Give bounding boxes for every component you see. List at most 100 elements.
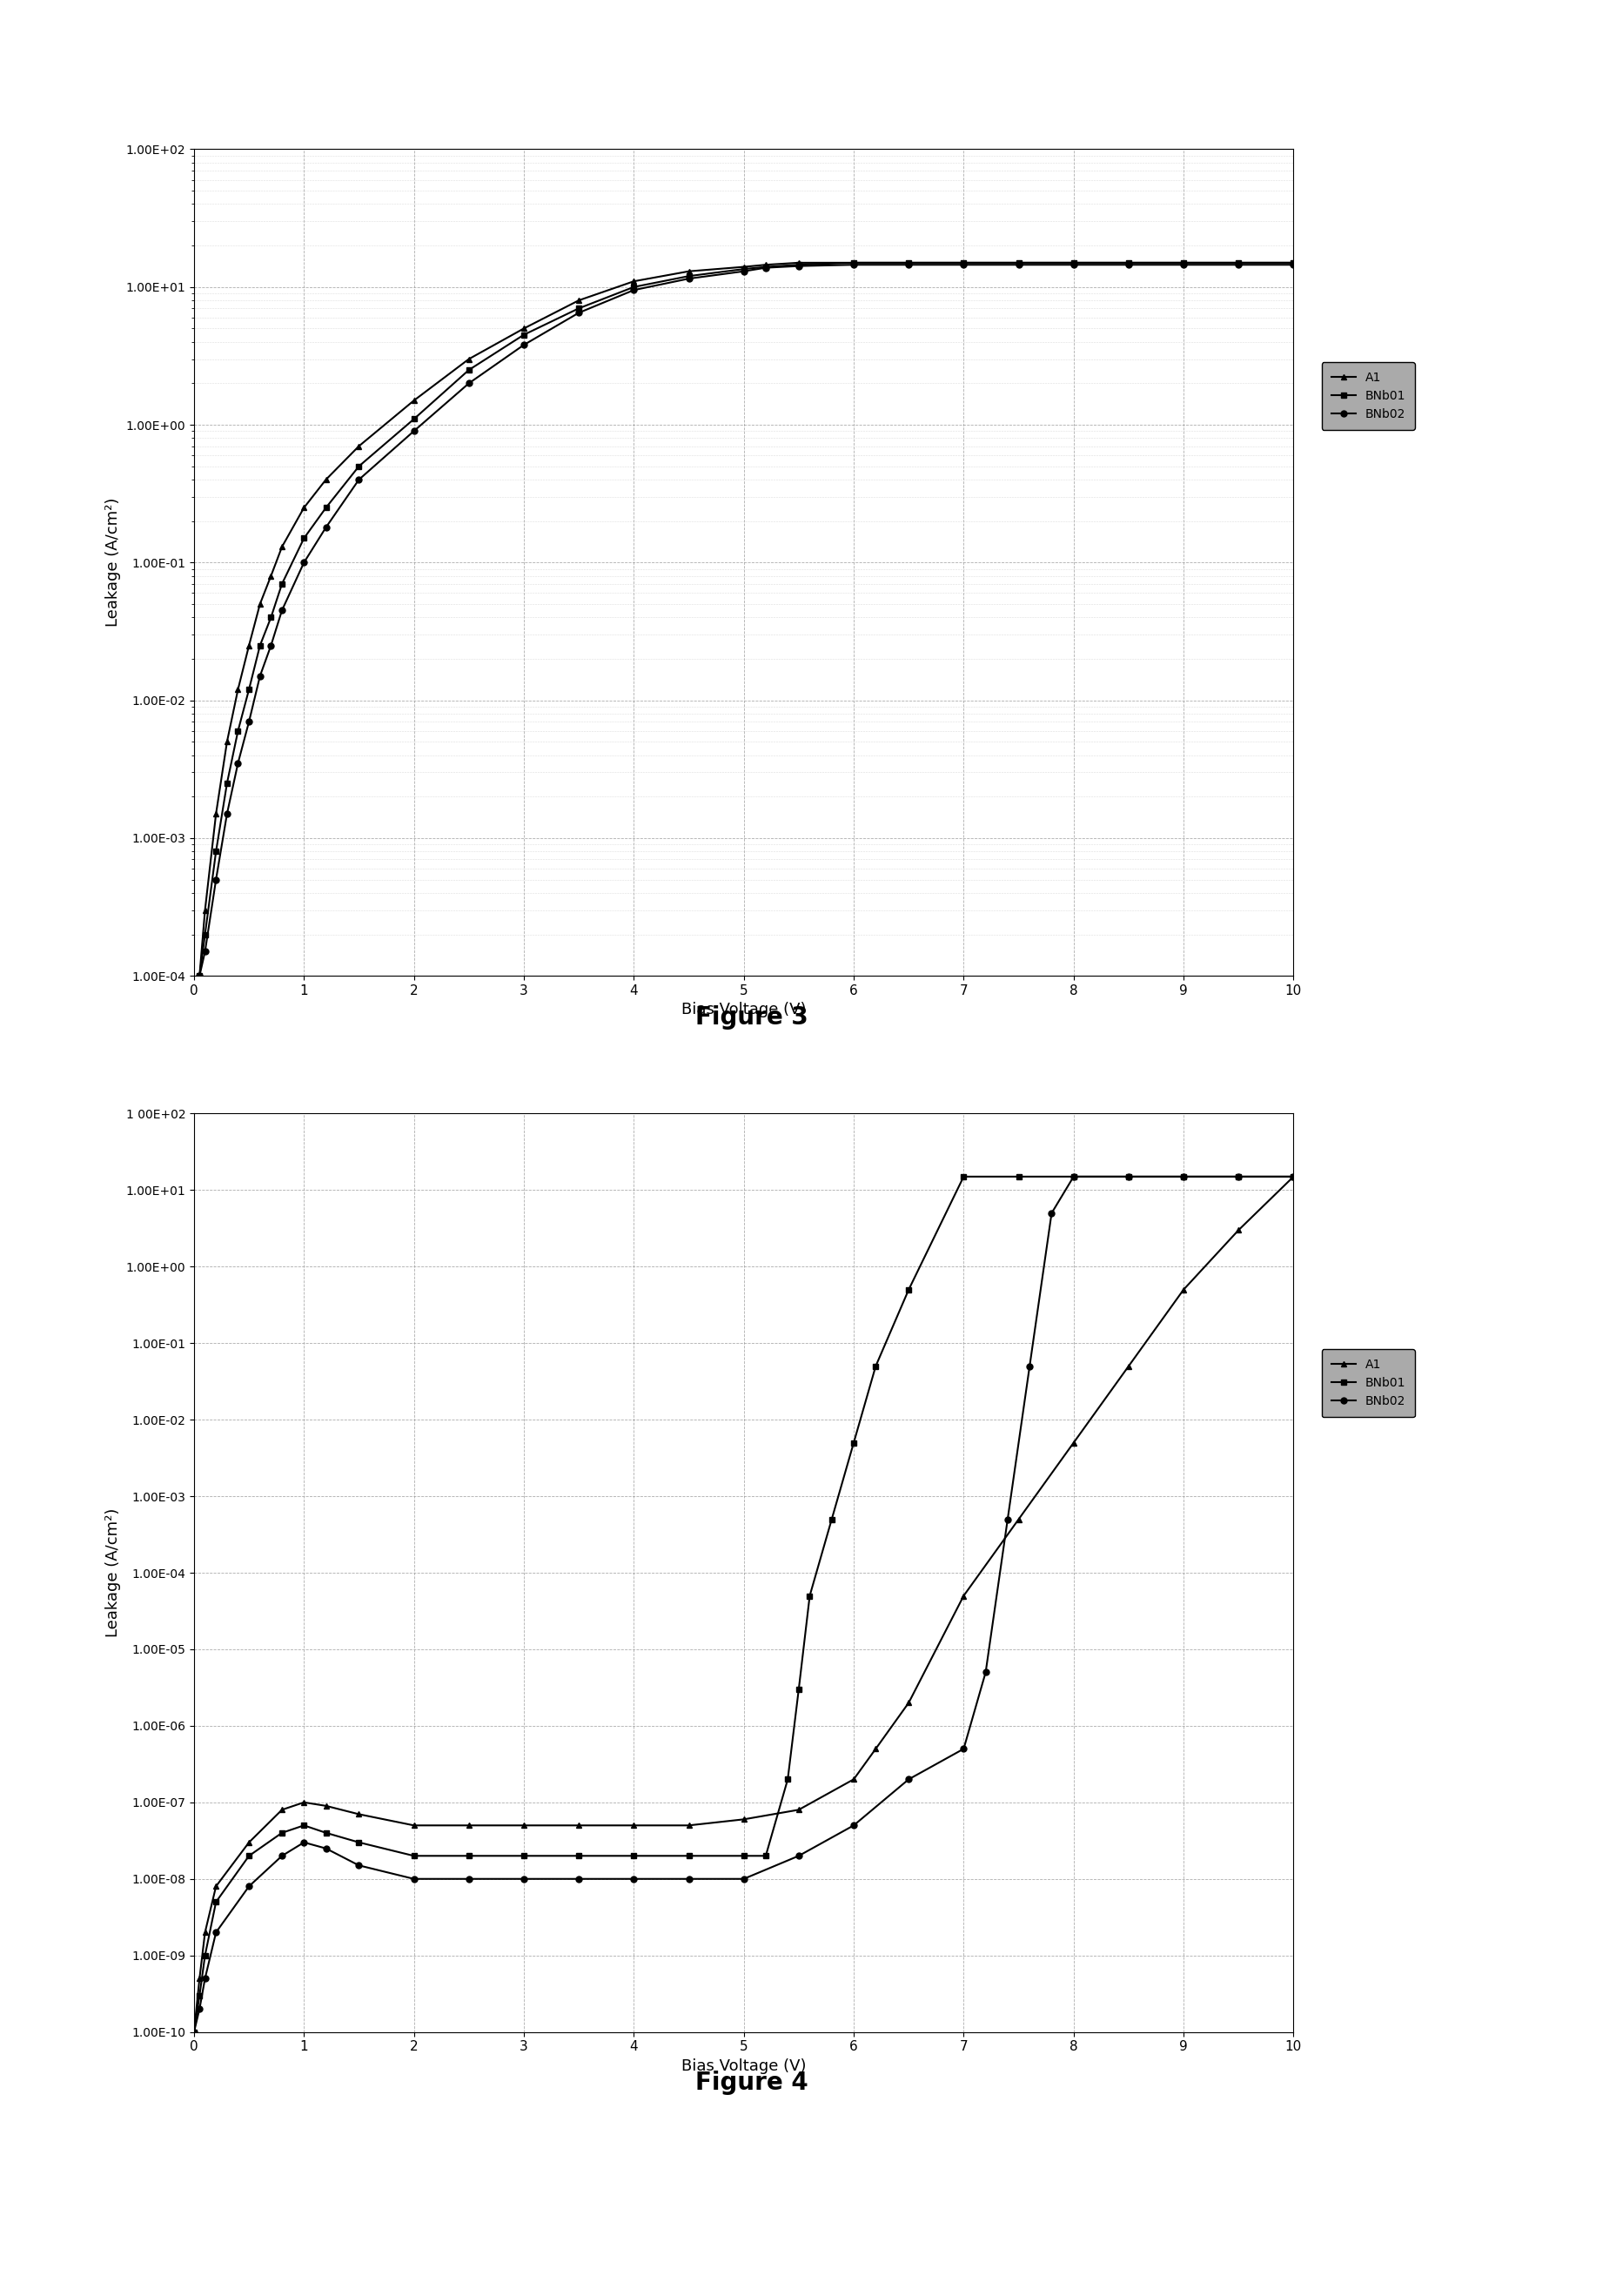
BNb02 <box>679 1864 698 1892</box>
BNb02 <box>734 257 753 285</box>
BNb02 <box>569 1864 588 1892</box>
BNb02 <box>734 1864 753 1892</box>
BNb02 <box>228 748 247 776</box>
BNb01 <box>184 2018 204 2046</box>
BNb02 <box>953 250 973 278</box>
BNb01 <box>844 1428 863 1456</box>
BNb02 <box>898 250 918 278</box>
BNb02 <box>184 2018 204 2046</box>
BNb02 <box>271 597 291 625</box>
X-axis label: Bias Voltage (V): Bias Voltage (V) <box>680 1001 806 1017</box>
BNb01 <box>271 569 291 597</box>
BNb02 <box>349 466 368 494</box>
A1 <box>250 590 270 618</box>
BNb01 <box>734 1841 753 1869</box>
BNb02 <box>514 1864 533 1892</box>
BNb01 <box>953 1162 973 1189</box>
BNb01 <box>866 1352 886 1380</box>
BNb02 <box>789 1841 808 1869</box>
Line: A1: A1 <box>191 1173 1296 2034</box>
A1 <box>404 386 423 413</box>
BNb02 <box>196 937 215 964</box>
A1 <box>189 1965 208 1993</box>
BNb02 <box>239 1874 259 1901</box>
A1 <box>459 1812 478 1839</box>
BNb01 <box>898 1277 918 1304</box>
A1 <box>1173 248 1193 276</box>
BNb02 <box>569 298 588 326</box>
A1 <box>789 1795 808 1823</box>
A1 <box>196 1919 215 1947</box>
Line: BNb02: BNb02 <box>197 262 1296 978</box>
A1 <box>271 1795 291 1823</box>
BNb01 <box>514 321 533 349</box>
Line: BNb01: BNb01 <box>197 259 1296 978</box>
A1 <box>189 962 208 990</box>
BNb01 <box>317 494 336 521</box>
BNb02 <box>1041 1199 1060 1226</box>
BNb01 <box>800 1582 819 1609</box>
BNb02 <box>1118 1162 1138 1189</box>
BNb02 <box>624 1864 643 1892</box>
BNb02 <box>459 1864 478 1892</box>
BNb02 <box>624 276 643 303</box>
BNb01 <box>1063 1162 1083 1189</box>
A1 <box>239 631 259 659</box>
A1 <box>404 1812 423 1839</box>
Legend: A1, BNb01, BNb02: A1, BNb01, BNb02 <box>1320 363 1414 429</box>
BNb01 <box>679 262 698 289</box>
BNb01 <box>294 1812 314 1839</box>
BNb01 <box>569 294 588 321</box>
BNb01 <box>404 406 423 434</box>
A1 <box>207 1874 226 1901</box>
BNb02 <box>1283 1162 1302 1189</box>
A1 <box>349 432 368 459</box>
A1 <box>1008 1506 1028 1534</box>
Line: BNb02: BNb02 <box>191 1173 1296 2034</box>
BNb02 <box>207 1919 226 1947</box>
X-axis label: Bias Voltage (V): Bias Voltage (V) <box>680 2057 806 2073</box>
A1 <box>624 269 643 296</box>
BNb02 <box>404 1864 423 1892</box>
BNb01 <box>1228 248 1248 276</box>
BNb01 <box>189 962 208 990</box>
BNb01 <box>207 838 226 866</box>
BNb02 <box>196 1965 215 1993</box>
A1 <box>184 2018 204 2046</box>
BNb01 <box>262 604 281 631</box>
A1 <box>1228 1217 1248 1244</box>
BNb01 <box>349 1828 368 1855</box>
A1 <box>294 494 314 521</box>
BNb01 <box>239 1841 259 1869</box>
BNb01 <box>844 248 863 276</box>
A1 <box>1063 248 1083 276</box>
BNb02 <box>317 514 336 542</box>
BNb02 <box>239 707 259 735</box>
A1 <box>294 1789 314 1816</box>
BNb02 <box>756 255 776 282</box>
BNb01 <box>196 1942 215 1970</box>
Y-axis label: Leakage (A/cm²): Leakage (A/cm²) <box>105 1508 121 1637</box>
BNb02 <box>459 370 478 397</box>
BNb01 <box>1173 248 1193 276</box>
BNb01 <box>271 1818 291 1846</box>
BNb01 <box>756 1841 776 1869</box>
A1 <box>624 1812 643 1839</box>
A1 <box>1228 248 1248 276</box>
A1 <box>569 287 588 315</box>
BNb01 <box>777 1766 797 1793</box>
Line: BNb01: BNb01 <box>191 1173 1296 2034</box>
A1 <box>1283 1162 1302 1189</box>
A1 <box>239 1828 259 1855</box>
A1 <box>1008 248 1028 276</box>
Legend: A1, BNb01, BNb02: A1, BNb01, BNb02 <box>1320 1350 1414 1417</box>
BNb01 <box>514 1841 533 1869</box>
A1 <box>1173 1277 1193 1304</box>
BNb01 <box>789 250 808 278</box>
A1 <box>514 1812 533 1839</box>
Text: Figure 3: Figure 3 <box>695 1006 808 1031</box>
BNb02 <box>953 1736 973 1763</box>
A1 <box>953 248 973 276</box>
A1 <box>1118 248 1138 276</box>
BNb01 <box>1283 1162 1302 1189</box>
